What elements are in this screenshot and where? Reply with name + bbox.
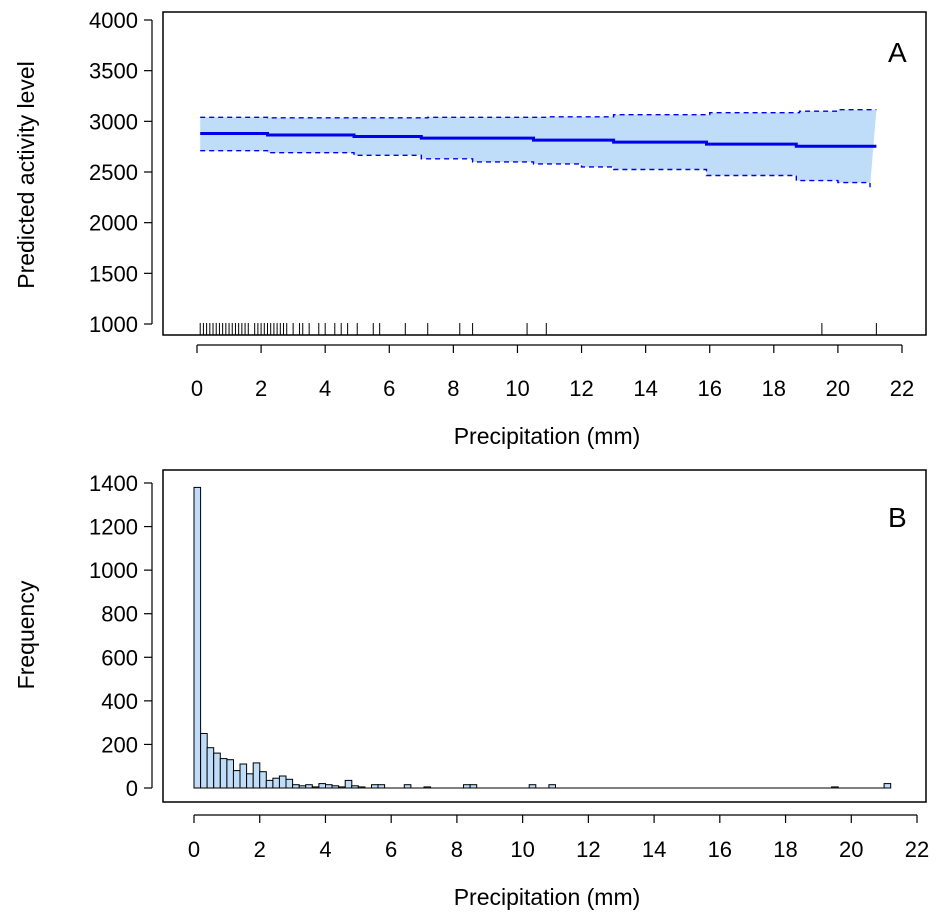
- a-y-tick-label: 1000: [89, 312, 138, 337]
- b-bar: [463, 784, 471, 789]
- b-bar: [292, 784, 300, 789]
- a-plot-frame: [162, 11, 927, 336]
- b-bar: [469, 784, 478, 789]
- a-y-tick-label: 2500: [89, 160, 138, 185]
- b-x-tick-label: 22: [905, 837, 929, 862]
- a-fitted-line-0: [200, 132, 877, 148]
- b-x-tick-label: 10: [510, 837, 534, 862]
- a-y-axis: 1000 1500 2000 2500 3000 3500 4000: [89, 8, 153, 337]
- panel-b: 0 2 4 6 8 10 12 14 16 18 20 22 0 200 400 600 800 1000 120…: [13, 469, 929, 910]
- a-fitted-line-layer: [200, 132, 877, 148]
- b-x-tick-label: 20: [839, 837, 863, 862]
- a-upper-bound-line: [200, 109, 877, 119]
- a-x-axis: 0 2 4 6 8 10 12 14 16 18 20 22: [191, 344, 914, 401]
- a-y-tick-label: 2000: [89, 211, 138, 236]
- b-panel-letter: B: [888, 502, 907, 533]
- a-x-tick-label: 12: [569, 376, 593, 401]
- a-y-tick-label: 1500: [89, 261, 138, 286]
- a-x-tick-label: 14: [633, 376, 657, 401]
- b-bar: [318, 783, 326, 789]
- a-x-tick-label: 18: [762, 376, 786, 401]
- b-bar: [305, 784, 313, 789]
- b-bar: [252, 762, 261, 789]
- a-rug-layer: [199, 323, 877, 335]
- b-bar: [351, 785, 359, 789]
- b-bar: [219, 758, 228, 789]
- b-y-tick-label: 600: [101, 645, 138, 670]
- a-x-tick-label: 4: [319, 376, 331, 401]
- a-x-tick-label: 10: [505, 376, 529, 401]
- b-x-tick-label: 6: [385, 837, 397, 862]
- a-y-tick-label: 3000: [89, 109, 138, 134]
- b-bar: [357, 786, 366, 789]
- panel-a: 0 2 4 6 8 10 12 14 16 18 20 22 1000 1500 2000 2500 3000…: [13, 8, 927, 449]
- b-y-tick-label: 400: [101, 689, 138, 714]
- b-x-axis: 0 2 4 6 8 10 12 14 16 18 20 22: [188, 814, 929, 862]
- b-y-axis: 0 200 400 600 800 1000 1200 1400: [89, 471, 153, 801]
- b-bar: [423, 786, 432, 789]
- b-y-tick-label: 1400: [89, 471, 138, 496]
- b-bar: [331, 785, 340, 789]
- b-bar: [278, 775, 287, 789]
- a-y-tick-label: 4000: [89, 8, 138, 33]
- a-confidence-band: [200, 109, 877, 188]
- b-bar: [371, 784, 379, 789]
- a-panel-letter: A: [888, 37, 907, 68]
- b-bar: [226, 759, 234, 789]
- b-bar: [548, 784, 557, 789]
- b-bar: [259, 771, 267, 789]
- a-lower-bound-line: [200, 150, 871, 188]
- b-bar: [377, 784, 386, 789]
- a-x-tick-label: 16: [697, 376, 721, 401]
- b-x-axis-title: Precipitation (mm): [454, 884, 641, 910]
- b-bar: [528, 784, 537, 789]
- a-x-axis-title: Precipitation (mm): [454, 423, 641, 449]
- a-x-tick-label: 20: [826, 376, 850, 401]
- a-x-tick-label: 22: [890, 376, 914, 401]
- b-x-tick-label: 0: [188, 837, 200, 862]
- b-bar: [200, 733, 208, 789]
- a-x-tick-label: 6: [383, 376, 395, 401]
- b-x-tick-label: 16: [708, 837, 732, 862]
- b-x-tick-label: 2: [254, 837, 266, 862]
- b-bar: [193, 486, 202, 789]
- b-bar: [403, 784, 412, 789]
- b-bar: [206, 747, 215, 789]
- b-bar: [338, 786, 346, 789]
- b-histogram-bars: [193, 486, 892, 789]
- b-bar: [265, 779, 274, 789]
- b-bar: [213, 752, 221, 789]
- b-y-tick-label: 1200: [89, 515, 138, 540]
- b-bar: [239, 763, 248, 789]
- b-y-tick-label: 0: [126, 776, 138, 801]
- b-y-tick-label: 1000: [89, 558, 138, 583]
- b-x-tick-label: 4: [319, 837, 331, 862]
- b-x-tick-label: 14: [642, 837, 666, 862]
- b-bar: [272, 777, 280, 789]
- b-bar: [883, 783, 892, 789]
- a-x-tick-label: 0: [191, 376, 203, 401]
- b-y-tick-label: 800: [101, 602, 138, 627]
- b-bar: [325, 784, 333, 789]
- a-y-tick-label: 3500: [89, 59, 138, 84]
- a-y-axis-title: Predicted activity level: [13, 61, 39, 289]
- b-x-tick-label: 18: [773, 837, 797, 862]
- b-bar: [285, 778, 294, 789]
- b-plot-frame: [162, 469, 927, 803]
- a-x-tick-label: 8: [447, 376, 459, 401]
- b-x-tick-label: 8: [451, 837, 463, 862]
- b-x-tick-label: 12: [576, 837, 600, 862]
- b-bar: [298, 785, 307, 789]
- a-confidence-band-layer: [200, 109, 877, 188]
- b-bar: [246, 773, 254, 789]
- a-x-tick-label: 2: [255, 376, 267, 401]
- b-bar: [344, 779, 353, 789]
- b-bar: [831, 786, 839, 789]
- b-bar: [311, 786, 320, 789]
- b-y-tick-label: 200: [101, 732, 138, 757]
- b-bar: [232, 770, 241, 789]
- b-y-axis-title: Frequency: [13, 580, 39, 689]
